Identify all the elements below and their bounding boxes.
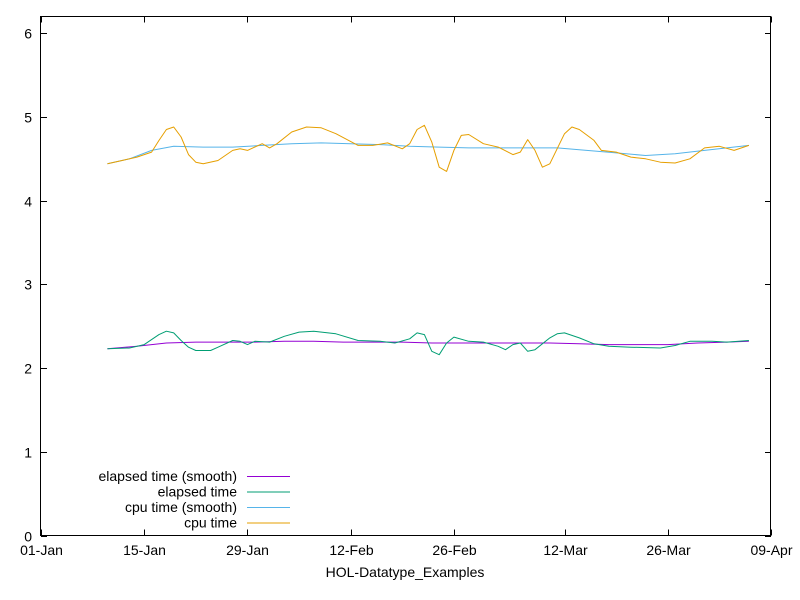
legend-label: cpu time bbox=[184, 515, 237, 531]
y-axis-ticks: 0 1 2 3 4 5 6 bbox=[24, 26, 771, 545]
series-line-1 bbox=[107, 330, 749, 356]
x-tick-label: 09-Apr bbox=[750, 542, 792, 558]
series-line-3 bbox=[107, 124, 750, 172]
y-tick-label: 0 bbox=[24, 529, 32, 545]
x-tick-label: 01-Jan bbox=[20, 542, 63, 558]
y-tick-label: 4 bbox=[24, 194, 32, 210]
y-tick-label: 5 bbox=[24, 110, 32, 126]
x-tick-label: 15-Jan bbox=[123, 542, 166, 558]
series-line-2 bbox=[107, 142, 749, 165]
x-tick-label: 12-Mar bbox=[543, 542, 588, 558]
legend-label: cpu time (smooth) bbox=[125, 499, 237, 515]
plot-frame bbox=[40, 16, 771, 536]
x-axis-label: HOL-Datatype_Examples bbox=[326, 564, 485, 580]
x-tick-label: 26-Feb bbox=[432, 542, 477, 558]
x-tick-label: 29-Jan bbox=[226, 542, 269, 558]
x-axis-ticks: 01-Jan 15-Jan 29-Jan 12-Feb 26-Feb 12-Mar 26-M… bbox=[20, 16, 793, 558]
series-line-0 bbox=[107, 340, 749, 350]
y-tick-label: 3 bbox=[24, 277, 32, 293]
series-layer bbox=[107, 124, 750, 356]
x-tick-label: 12-Feb bbox=[329, 542, 374, 558]
x-tick-label: 26-Mar bbox=[646, 542, 691, 558]
y-tick-label: 6 bbox=[24, 26, 32, 42]
legend-label: elapsed time (smooth) bbox=[98, 468, 237, 484]
y-tick-label: 1 bbox=[24, 445, 32, 461]
legend-label: elapsed time bbox=[158, 484, 238, 500]
y-tick-label: 2 bbox=[24, 361, 32, 377]
